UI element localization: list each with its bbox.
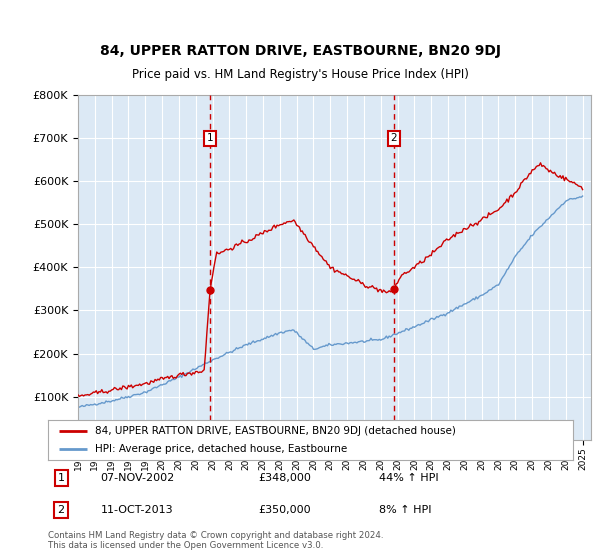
Text: 8% ↑ HPI: 8% ↑ HPI	[379, 505, 431, 515]
Text: 1: 1	[207, 133, 214, 143]
Text: Price paid vs. HM Land Registry's House Price Index (HPI): Price paid vs. HM Land Registry's House …	[131, 68, 469, 81]
Text: 07-NOV-2002: 07-NOV-2002	[101, 473, 175, 483]
Text: £350,000: £350,000	[258, 505, 311, 515]
Text: HPI: Average price, detached house, Eastbourne: HPI: Average price, detached house, East…	[95, 445, 347, 454]
Text: 2: 2	[58, 505, 65, 515]
Text: 84, UPPER RATTON DRIVE, EASTBOURNE, BN20 9DJ: 84, UPPER RATTON DRIVE, EASTBOURNE, BN20…	[100, 44, 500, 58]
Text: £348,000: £348,000	[258, 473, 311, 483]
Text: 84, UPPER RATTON DRIVE, EASTBOURNE, BN20 9DJ (detached house): 84, UPPER RATTON DRIVE, EASTBOURNE, BN20…	[95, 426, 456, 436]
Text: Contains HM Land Registry data © Crown copyright and database right 2024.
This d: Contains HM Land Registry data © Crown c…	[48, 531, 383, 550]
Text: 44% ↑ HPI: 44% ↑ HPI	[379, 473, 439, 483]
Text: 2: 2	[391, 133, 397, 143]
Text: 1: 1	[58, 473, 65, 483]
Text: 11-OCT-2013: 11-OCT-2013	[101, 505, 173, 515]
